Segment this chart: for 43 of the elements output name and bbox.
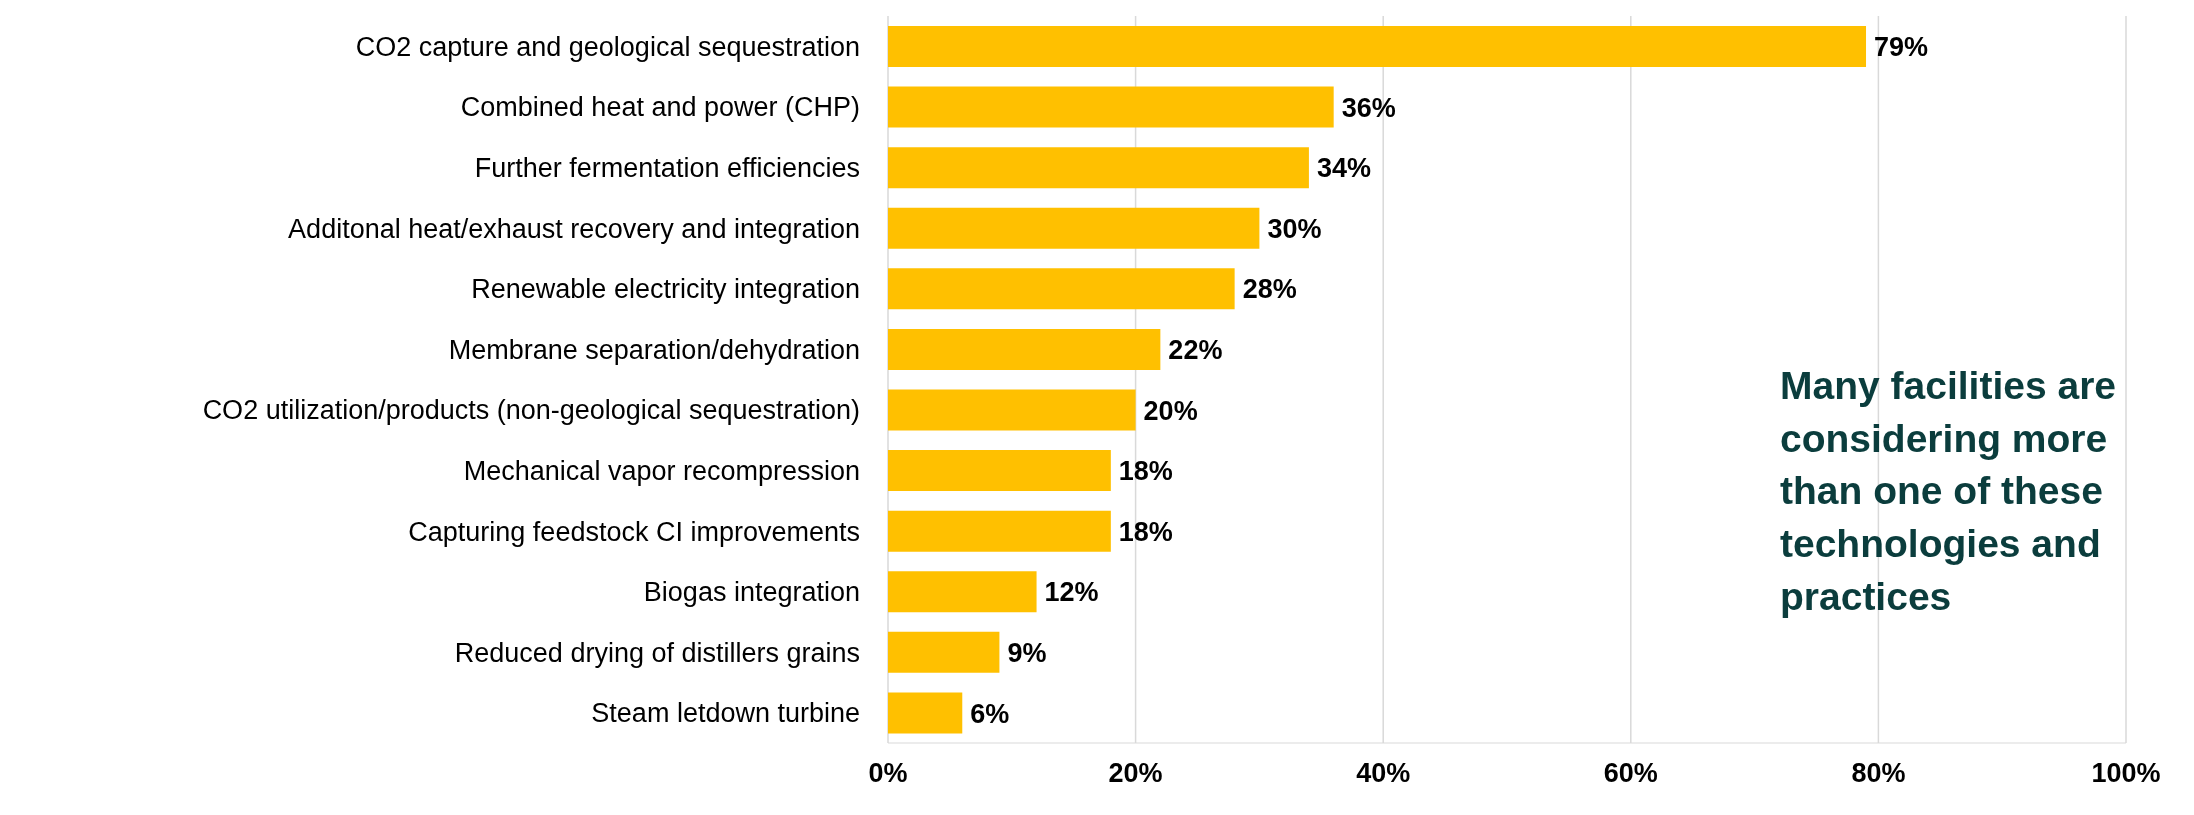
y-tick-label: Reduced drying of distillers grains xyxy=(454,637,860,668)
y-tick-label: Biogas integration xyxy=(643,577,860,608)
bar xyxy=(888,510,1111,552)
bar xyxy=(888,631,1000,673)
y-tick-label: Capturing feedstock CI improvements xyxy=(408,516,860,547)
data-label: 18% xyxy=(1118,456,1173,487)
y-tick-label: Membrane separation/dehydration xyxy=(448,334,860,365)
bar xyxy=(888,389,1136,431)
y-tick-label: Renewable electricity integration xyxy=(471,274,860,305)
bar xyxy=(888,692,963,734)
y-tick-label: CO2 utilization/products (non-geological sequestration) xyxy=(202,395,860,426)
x-tick-label: 20% xyxy=(1108,758,1163,789)
bar xyxy=(888,268,1235,310)
data-label: 6% xyxy=(970,698,1010,729)
data-label: 30% xyxy=(1267,213,1322,244)
data-label: 12% xyxy=(1044,577,1099,608)
bar xyxy=(888,147,1309,189)
bar xyxy=(888,26,1867,67)
x-tick-label: 80% xyxy=(1851,758,1906,789)
data-label: 9% xyxy=(1007,637,1047,668)
x-tick-label: 0% xyxy=(868,758,908,789)
data-label: 36% xyxy=(1341,92,1396,123)
x-tick-label: 40% xyxy=(1356,758,1411,789)
y-tick-label: CO2 capture and geological sequestration xyxy=(355,31,860,62)
bar xyxy=(888,86,1334,128)
bar xyxy=(888,328,1161,370)
data-label: 34% xyxy=(1316,153,1371,184)
x-tick-label: 100% xyxy=(2091,758,2161,789)
data-label: 20% xyxy=(1143,395,1198,426)
y-tick-label: Combined heat and power (CHP) xyxy=(460,92,860,123)
bar xyxy=(888,450,1111,492)
y-tick-label: Steam letdown turbine xyxy=(591,698,860,729)
y-tick-label: Further fermentation efficiencies xyxy=(474,153,860,184)
bar xyxy=(888,207,1260,249)
data-label: 22% xyxy=(1168,335,1223,365)
x-tick-label: 60% xyxy=(1603,758,1658,789)
y-tick-label: Mechanical vapor recompression xyxy=(463,455,860,486)
data-label: 18% xyxy=(1118,516,1173,547)
bar xyxy=(888,571,1037,613)
y-tick-label: Additonal heat/exhaust recovery and integration xyxy=(288,213,860,244)
data-label: 28% xyxy=(1242,274,1297,305)
annotation: Many facilities are considering more than one of these technologies and practices xyxy=(1780,363,2117,620)
data-label: 79% xyxy=(1874,32,1929,63)
